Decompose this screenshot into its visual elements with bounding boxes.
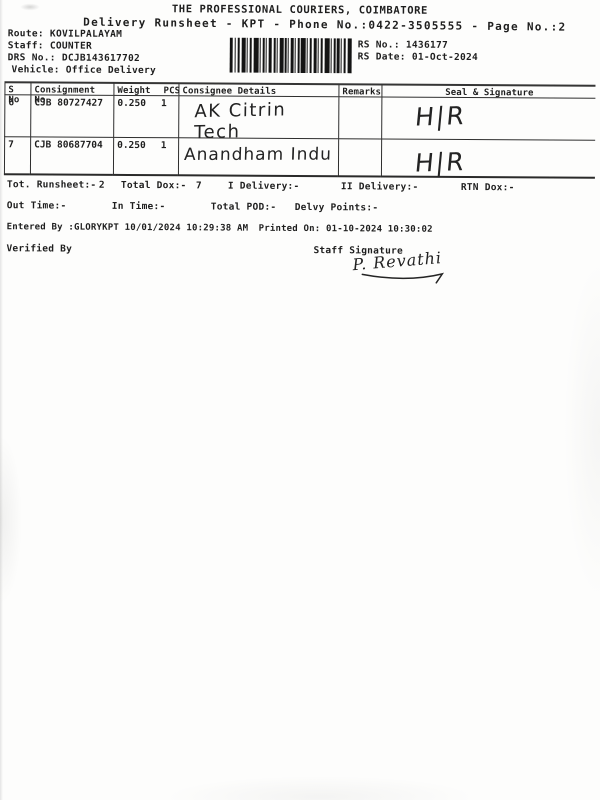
total-pod-label: Total POD:- — [210, 201, 277, 213]
drs-line: DRS No.: DCJB143617702 — [8, 52, 141, 64]
handwritten-consignee: AK Citrin Tech — [193, 99, 287, 144]
row-s-no: 6 — [4, 95, 31, 138]
verified-by-label: Verified By — [6, 243, 73, 255]
vehicle-value: Office Delivery — [65, 64, 157, 77]
row-s-no: 7 — [3, 137, 31, 176]
row-pcs: 1 — [160, 140, 167, 152]
row-seal: H|R — [381, 97, 596, 141]
rs-no-label: RS No.: — [357, 39, 400, 51]
drs-value: DCJB143617702 — [61, 52, 141, 65]
row-pcs: 1 — [160, 98, 167, 110]
rtn-dox-label: RTN Dox:- — [460, 181, 515, 194]
route-line: Route: KOVILPALAYAM — [8, 28, 122, 40]
row-weight-pcs: 0.250 1 — [112, 137, 179, 177]
col-header-consignment-no: Consignment No — [30, 81, 114, 105]
rs-date-value: 01-Oct-2024 — [411, 51, 479, 64]
col-header-seal: Seal & Signature — [381, 83, 596, 99]
row-weight-pcs: 0.250 1 — [113, 95, 179, 139]
signature-underline-flourish — [360, 268, 452, 289]
i-delivery-label: I Delivery:- — [227, 180, 300, 193]
col-header-s-no: S No — [4, 81, 31, 105]
runsheet-subtitle: Delivery Runsheet - KPT - Phone No.:0422… — [83, 15, 567, 34]
total-dox-label: Total Dox:- — [120, 179, 187, 192]
row-weight: 0.250 — [117, 139, 146, 152]
row-consignment-no: CJB 80727427 — [30, 95, 114, 138]
in-time-label: In Time:- — [111, 200, 166, 213]
row-remarks — [338, 97, 382, 140]
vehicle-label: Vehicle: — [11, 64, 60, 76]
staff-label: Staff: — [7, 40, 44, 52]
entered-by-line: Entered By :GLORYKPT 10/01/2024 10:29:38… — [6, 222, 249, 234]
handwritten-seal-mark: H|R — [413, 147, 468, 178]
consignment-table: S No Consignment No Weight PCS Consignee… — [3, 81, 596, 179]
row-weight: 0.250 — [117, 97, 147, 110]
printed-on-line: Printed On: 01-10-2024 10:30:02 — [258, 223, 433, 235]
handwritten-seal-mark: H|R — [413, 101, 468, 132]
rs-no-value: 1436177 — [405, 39, 449, 51]
row-consignment-no: CJB 80687704 — [29, 137, 114, 176]
row-remarks — [337, 139, 382, 178]
barcode-icon — [229, 37, 353, 78]
staff-line: Staff: COUNTER — [8, 40, 92, 52]
handwritten-consignee: Anandham Indu — [183, 144, 333, 165]
delvy-points-label: Delvy Points:- — [294, 201, 379, 214]
route-label: Route: — [7, 28, 44, 40]
tot-runsheet-label: Tot. Runsheet:- — [6, 179, 97, 191]
vehicle-line: Vehicle: Office Delivery — [12, 64, 157, 76]
total-dox-value: 7 — [195, 180, 202, 192]
row-consignee: AK Citrin Tech — [178, 96, 339, 143]
ii-delivery-label: II Delivery:- — [340, 181, 419, 193]
row-consignee: Anandham Indu — [177, 138, 339, 178]
out-time-label: Out Time:- — [6, 200, 67, 212]
staff-value: COUNTER — [49, 40, 93, 52]
col-header-weight: Weight — [117, 85, 151, 97]
tot-runsheet-value: 2 — [98, 179, 105, 191]
rs-date-line: RS Date: 01-Oct-2024 — [358, 51, 478, 63]
route-value: KOVILPALAYAM — [49, 28, 123, 40]
col-header-remarks: Remarks — [338, 83, 382, 98]
drs-label: DRS No.: — [7, 52, 56, 64]
rs-no-line: RS No.: 1436177 — [358, 39, 448, 51]
col-header-weight-pcs: Weight PCS — [113, 81, 180, 97]
col-header-consignee: Consignee Details — [178, 82, 339, 98]
row-seal: H|R — [380, 139, 596, 179]
rs-date-label: RS Date: — [357, 51, 406, 63]
